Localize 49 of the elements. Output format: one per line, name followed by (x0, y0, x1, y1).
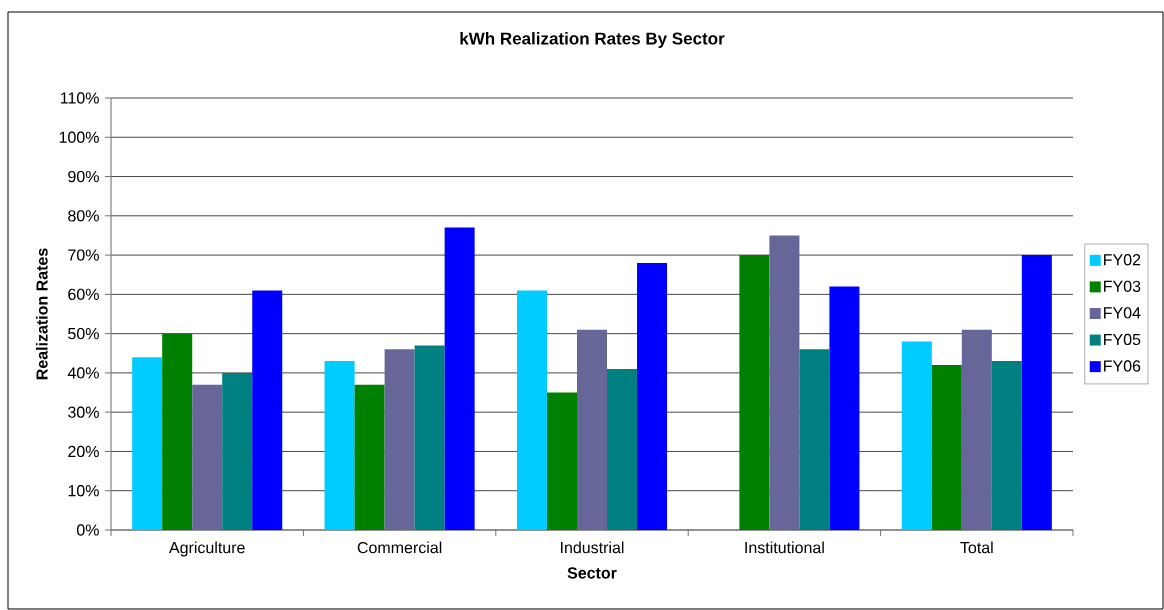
y-tick-label: 110% (60, 92, 99, 104)
bar (546, 392, 577, 530)
bar (384, 349, 415, 530)
legend-label: FY06 (1104, 360, 1141, 372)
bar (414, 345, 445, 530)
x-axis-title: Sector (567, 567, 617, 579)
bar (799, 349, 830, 530)
y-tick-label: 10% (68, 485, 99, 497)
bar (991, 361, 1022, 530)
bar (607, 368, 638, 530)
bar (637, 262, 668, 530)
bar (931, 365, 962, 530)
bar (444, 227, 475, 530)
bar (192, 384, 223, 530)
x-tick-label: Industrial (561, 541, 624, 554)
bar (132, 357, 163, 530)
bar (222, 372, 253, 530)
y-tick-label: 70% (68, 249, 99, 261)
y-tick-label: 50% (68, 327, 99, 340)
bar (162, 333, 193, 530)
y-tick-label: 80% (68, 210, 99, 222)
y-tick-label: 20% (68, 445, 99, 458)
x-tick-label: Agriculture (169, 541, 245, 557)
y-axis-title: Realization Rates (35, 248, 48, 380)
bar (769, 235, 800, 530)
y-tick-label: 40% (67, 367, 99, 379)
chart-title: kWh Realization Rates By Sector (460, 32, 725, 48)
y-tick-label: 30% (68, 406, 99, 418)
y-tick-label: 90% (68, 170, 99, 183)
y-tick-label: 0% (76, 524, 99, 536)
x-tick-label: Institutional (745, 541, 824, 554)
bar (252, 290, 283, 530)
bar (516, 290, 547, 530)
legend-label: FY03 (1104, 280, 1141, 292)
bar (829, 286, 860, 530)
x-tick-label: Total (960, 541, 993, 554)
bar (354, 384, 385, 530)
bar (1021, 255, 1052, 530)
bar (324, 361, 355, 530)
bar (901, 341, 932, 530)
y-tick-label: 100% (59, 131, 99, 143)
y-tick-label: 60% (68, 288, 99, 301)
bar (739, 255, 770, 530)
legend-label: FY04 (1104, 307, 1141, 319)
bar (961, 329, 992, 530)
legend-label: FY05 (1104, 333, 1141, 346)
legend-label: FY02 (1104, 254, 1141, 266)
x-tick-label: Commercial (357, 541, 442, 554)
bar (577, 329, 608, 530)
